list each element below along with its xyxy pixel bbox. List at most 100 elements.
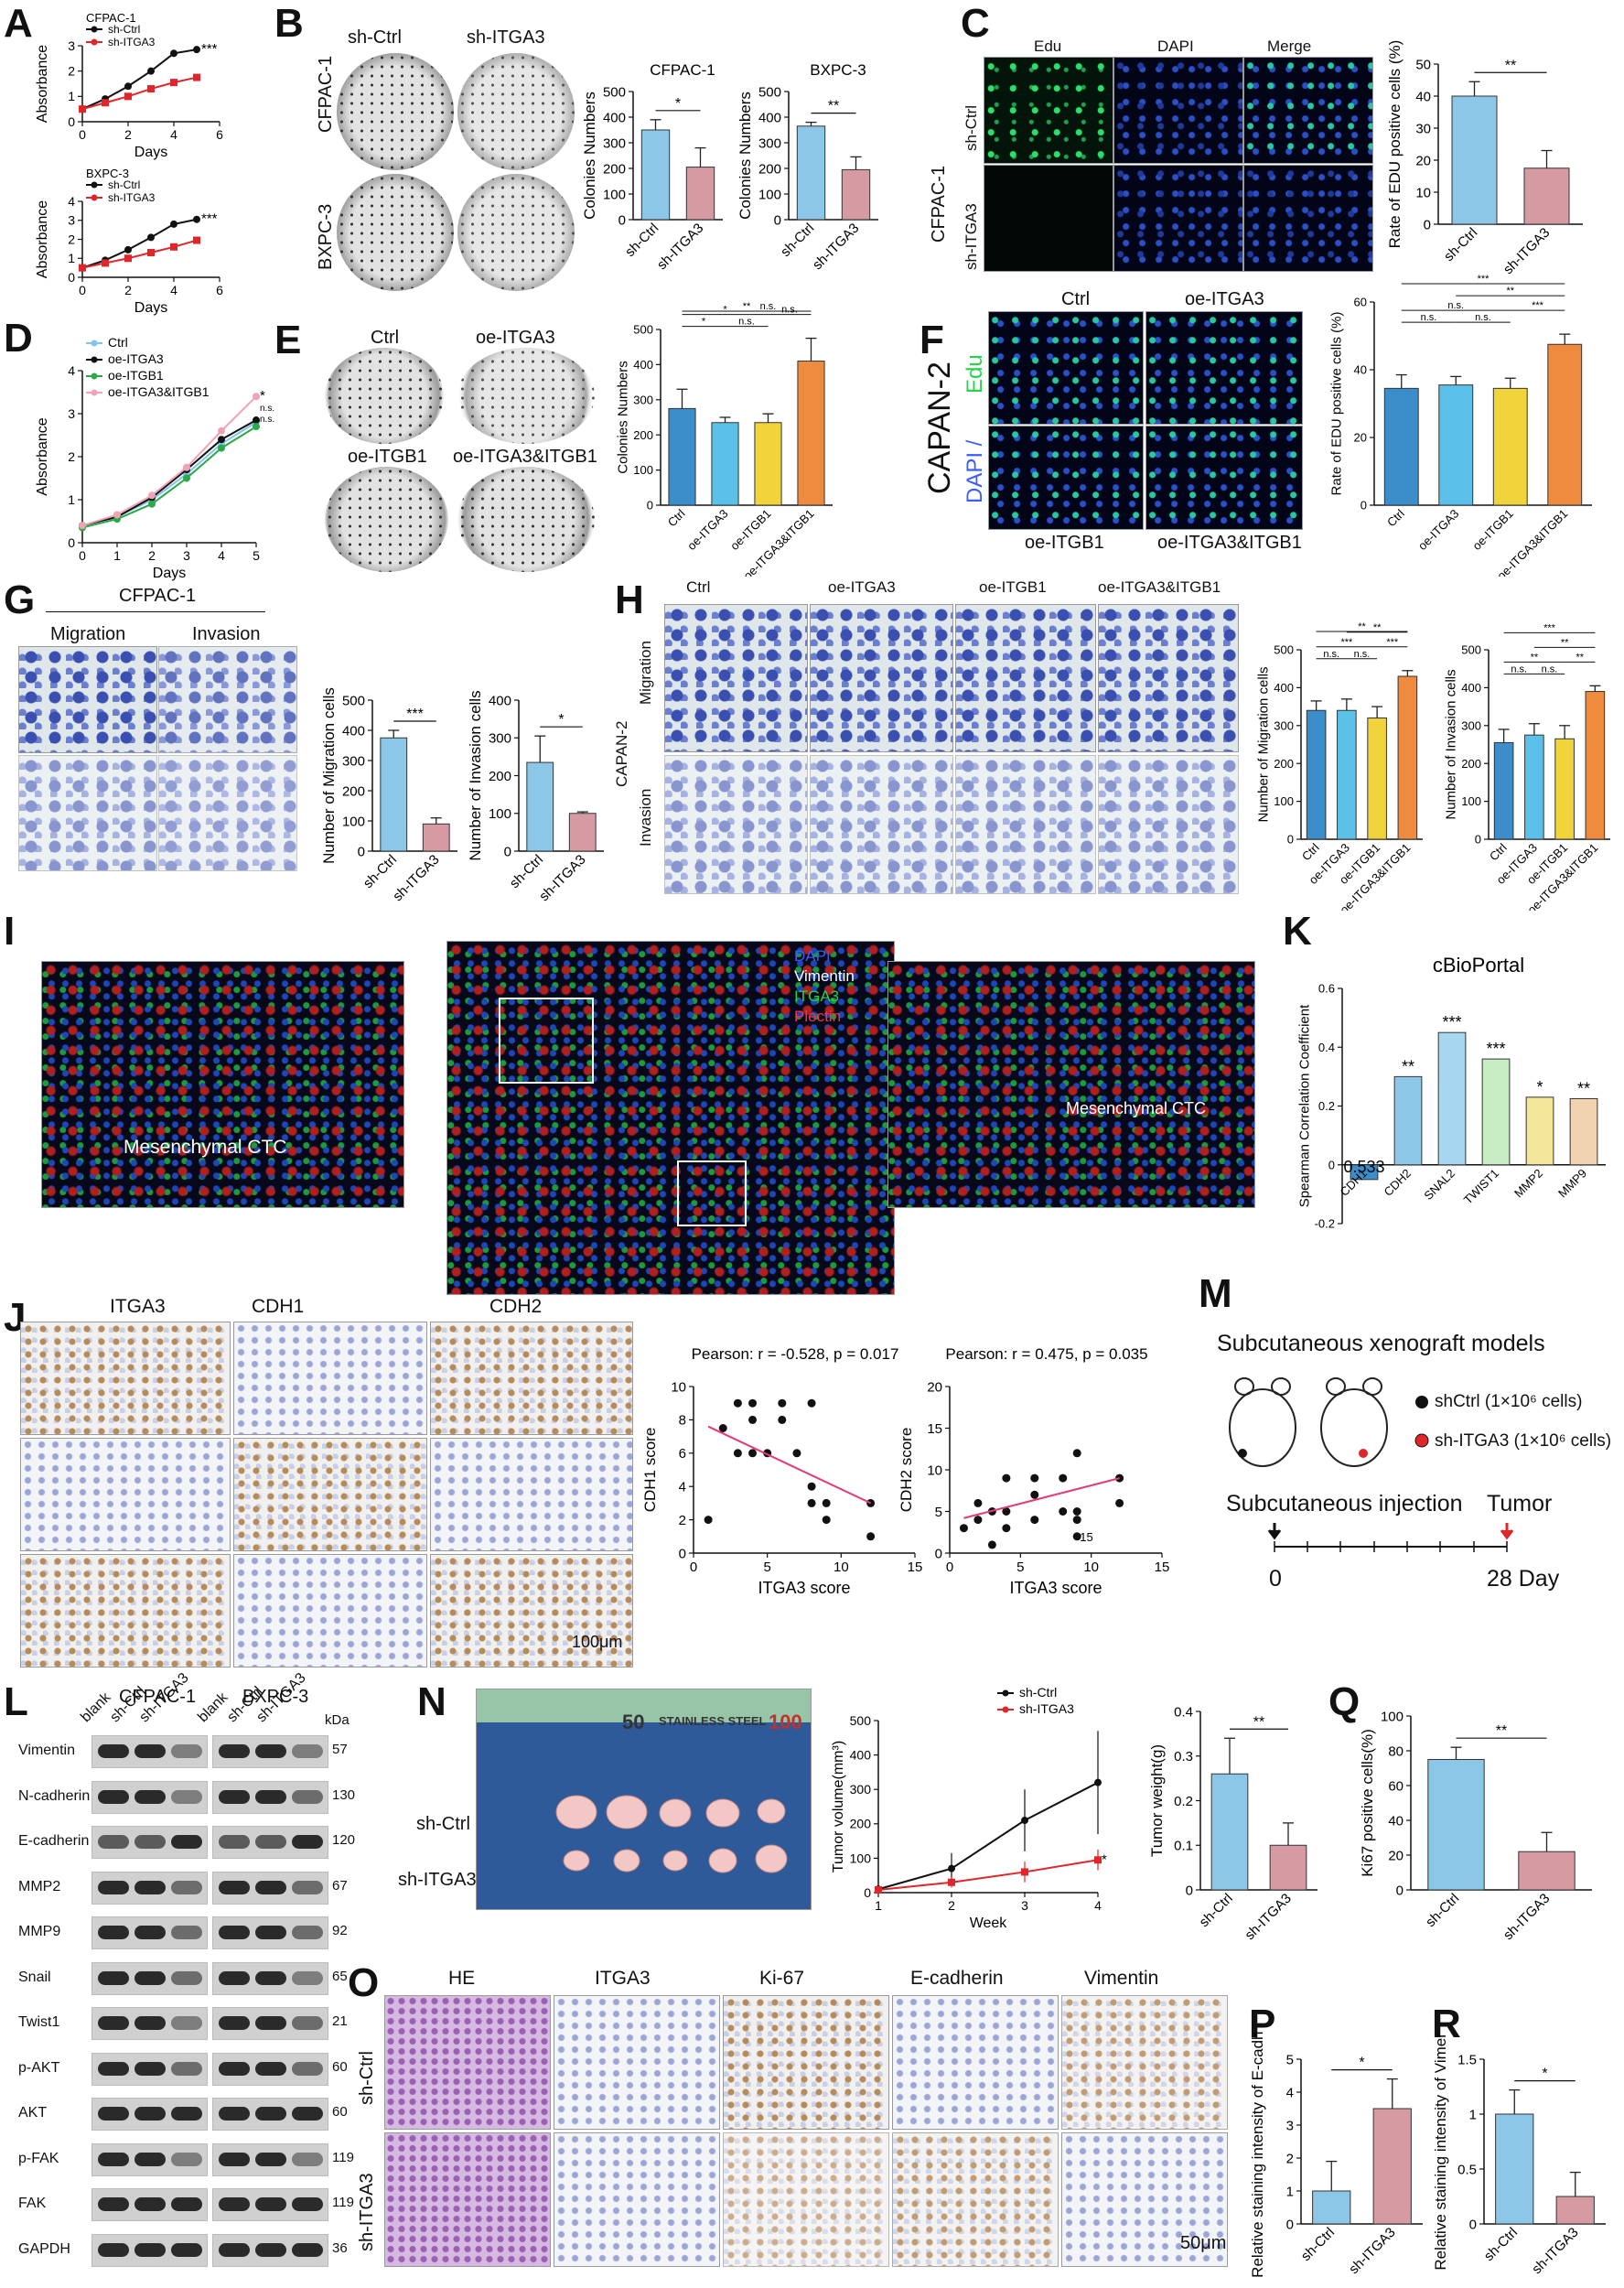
data-point [1030, 1490, 1039, 1499]
y-tick-label: 2 [68, 64, 75, 79]
y-tick-label: 300 [1461, 718, 1481, 732]
panel-f-chart: 0 20 40 60 Rate of EDU positive cells (%) Ctr… [1329, 275, 1592, 577]
data-point [193, 46, 200, 54]
panel-o-scale-label: 50μm [1180, 2233, 1227, 2253]
data-point [875, 1885, 882, 1894]
bar [754, 422, 782, 506]
blot-band [98, 2061, 129, 2076]
y-tick-label: 100 [1461, 794, 1481, 808]
data-point [1072, 1449, 1081, 1458]
panel-e-label-oe-both: oe-ITGA3&ITGB1 [453, 447, 597, 467]
y-tick-label: 1.5 [1457, 2052, 1477, 2067]
blot-band [134, 2242, 166, 2257]
x-tick-label: 3 [1021, 1898, 1028, 1913]
data-point [1072, 1507, 1081, 1516]
data-point [807, 1398, 816, 1408]
panel-f-col-label-oe-itgb1: oe-ITGB1 [1025, 533, 1104, 553]
panel-m-title: Subcutaneous xenograft models [1217, 1331, 1545, 1356]
bar [1525, 1096, 1554, 1166]
kda-header: kDa [325, 1712, 350, 1728]
legend-label: sh-Ctrl [108, 178, 140, 191]
bar [1492, 387, 1528, 506]
y-tick-label: -0.2 [1315, 1217, 1335, 1231]
blot-kda-label: 120 [332, 1832, 356, 1848]
blot-band [98, 2152, 129, 2166]
y-tick-label: 0.4 [1318, 1041, 1335, 1054]
edu-image [984, 57, 1113, 164]
y-tick-label: 400 [342, 723, 365, 739]
x-tick-label: 2 [948, 1898, 955, 1913]
if-zoom-left [41, 961, 404, 1208]
panel-label-d: D [4, 316, 33, 361]
x-tick-label: 15 [1155, 1560, 1170, 1575]
sig-label: * [558, 712, 564, 728]
y-tick-label: 1 [68, 492, 75, 507]
y-tick-label: 0 [1287, 833, 1294, 847]
blot-band [171, 1789, 202, 1804]
bar [685, 167, 715, 221]
y-tick-label: 0 [774, 212, 781, 228]
blot-band [134, 1970, 166, 1985]
blot-strip [91, 2098, 208, 2131]
panel-label-n: N [417, 1679, 446, 1724]
panel-f-stain-dapi: DAPI / [963, 439, 987, 503]
sig-label: ** [1505, 58, 1516, 73]
panel-m-end-label: 28 Day [1487, 1566, 1560, 1592]
ihc-image [233, 1322, 427, 1435]
panel-label-p: Q [1328, 1679, 1361, 1724]
legend-marker [91, 26, 98, 33]
x-tick-label: sh-ITGA3 [1346, 2225, 1398, 2277]
y-tick-label: 300 [633, 393, 653, 406]
panel-k-chart: -0.2 0 0.2 0.4 0.6 Spearman Correlation Coeff… [1297, 954, 1606, 1231]
ihc-image [723, 2132, 889, 2267]
data-point [79, 105, 86, 113]
blot-band [292, 1970, 323, 1985]
legend-label: sh-ITGA3 [108, 36, 156, 49]
x-tick-label: sh-Ctrl [1423, 1891, 1462, 1930]
series-line [877, 1859, 1099, 1891]
y-axis-label: Relative staining intensity of E-cadheri… [1249, 2032, 1266, 2278]
y-tick-label: 15 [927, 1421, 942, 1437]
x-tick-label: TWIST1 [1461, 1166, 1501, 1206]
x-tick-label: 6 [216, 283, 223, 297]
y-tick-label: 300 [850, 1782, 872, 1797]
ruler-text-stainless: STAINLESS STEEL [659, 1714, 767, 1728]
data-point [147, 249, 155, 257]
ruler-text-100: 100 [769, 1711, 802, 1733]
data-point [1072, 1516, 1081, 1525]
colony-dish [457, 53, 575, 170]
blot-strip [212, 2098, 328, 2131]
panel-label-q: P [1249, 2002, 1276, 2046]
lane-label: blank [78, 1689, 114, 1726]
y-tick-label: 0 [647, 499, 653, 513]
tumor-specimens [555, 1795, 788, 1873]
blot-band [98, 1789, 129, 1804]
panel-j-scatter-cdh1: 0 2 4 6 8 10 CDH1 score 0 5 10 15 ITGA3 score Pearso… [641, 1345, 922, 1597]
data-point [822, 1498, 831, 1507]
panel-c-col-label-merge: Merge [1267, 38, 1312, 55]
edu-image [988, 426, 1144, 530]
panel-c-side-label: CFPAC-1 [929, 165, 949, 243]
panel-label-r: R [1432, 2002, 1461, 2046]
chart-title: BXPC-3 [810, 61, 866, 79]
blot-protein-label: Vimentin [18, 1743, 75, 1758]
colony-dish [325, 467, 448, 572]
panel-r-chart: 0 0.5 1 1.5 Relative staining intensity of V… [1432, 2032, 1606, 2277]
y-tick-label: 0 [1396, 1883, 1404, 1898]
data-point [124, 82, 132, 91]
y-tick-label: 0 [68, 270, 75, 285]
data-point [973, 1498, 983, 1507]
panel-c-row-label-shitga3: sh-ITGA3 [963, 203, 980, 270]
blot-strip [212, 1735, 328, 1768]
x-tick-label: sh-ITGA3 [654, 221, 706, 273]
bar [1523, 167, 1570, 225]
panel-label-h: H [615, 577, 644, 622]
data-point [792, 1449, 801, 1458]
blot-band [255, 1926, 286, 1939]
y-tick-label: 400 [1461, 681, 1481, 695]
y-tick-label: 40 [1415, 89, 1431, 104]
y-tick-label: 4 [68, 363, 75, 378]
y-axis-label: Rate of EDU positive cells (%) [1329, 312, 1345, 496]
sig-label: n.s. [1511, 664, 1527, 675]
